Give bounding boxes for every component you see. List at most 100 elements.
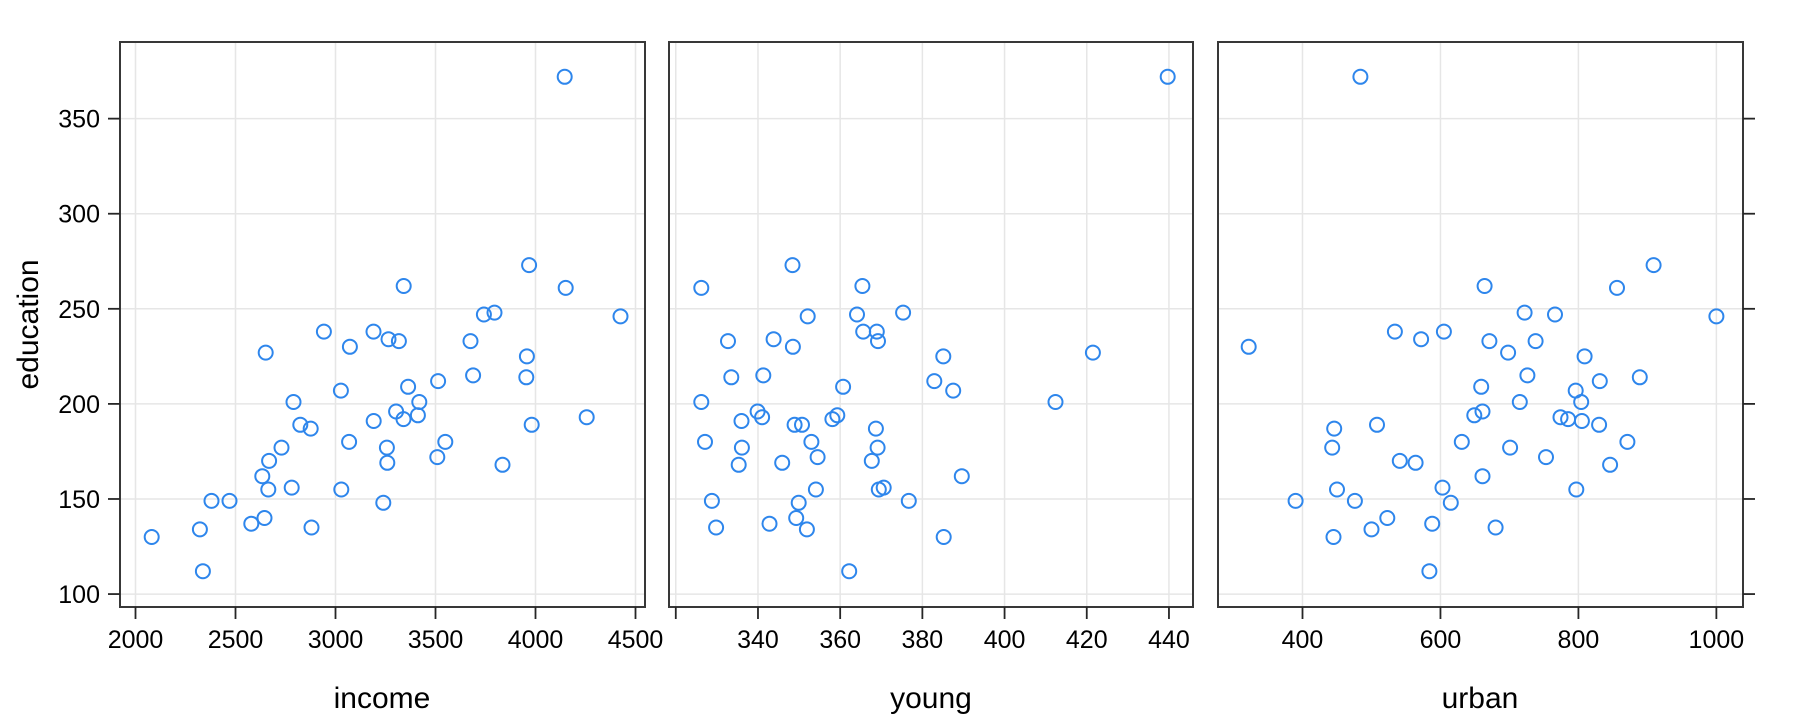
x-tick-label: 800 <box>1558 626 1600 654</box>
data-point <box>261 452 278 469</box>
data-point <box>697 433 713 450</box>
data-point <box>395 278 412 294</box>
data-point <box>798 521 815 538</box>
data-point <box>784 257 801 274</box>
data-point <box>341 433 358 450</box>
data-point <box>1386 323 1403 340</box>
panel-border <box>668 41 1194 608</box>
data-point <box>784 338 801 355</box>
x-tick-label: 4500 <box>608 626 664 654</box>
data-point <box>693 394 710 410</box>
data-point <box>835 378 852 395</box>
data-point <box>1047 394 1064 410</box>
y-axis-label-education: education <box>12 259 45 389</box>
data-point <box>332 382 349 399</box>
data-point <box>723 369 740 386</box>
data-point <box>730 456 747 473</box>
data-point <box>841 563 858 580</box>
data-point <box>1435 323 1452 340</box>
data-point <box>1568 481 1585 498</box>
data-point <box>1424 515 1441 532</box>
data-point <box>1287 492 1304 509</box>
x-tick-label: 360 <box>819 626 861 654</box>
data-point <box>518 369 535 386</box>
panel-border <box>119 41 646 608</box>
data-point <box>935 529 952 545</box>
data-point <box>1474 468 1491 485</box>
data-point <box>1326 420 1343 437</box>
data-point <box>1352 68 1369 85</box>
y-tick-label: 200 <box>58 391 100 419</box>
data-point <box>935 348 952 365</box>
data-point <box>1487 519 1504 536</box>
data-point <box>1476 278 1493 294</box>
data-point <box>1519 367 1536 384</box>
data-point <box>378 439 395 456</box>
data-point <box>855 323 872 340</box>
data-point <box>1421 563 1438 580</box>
data-point <box>693 279 710 296</box>
data-point <box>799 308 816 325</box>
data-point <box>429 449 446 466</box>
panels-layer: 2000 2500 3000 3500 4000 4500 100 150 200 250 300 3… <box>58 41 1755 654</box>
data-point <box>462 333 479 350</box>
data-point <box>285 394 302 410</box>
data-point <box>409 407 426 424</box>
data-point <box>1708 308 1725 325</box>
data-point <box>1324 439 1341 456</box>
data-point <box>1500 344 1517 361</box>
data-point <box>333 481 350 498</box>
data-point <box>870 481 887 498</box>
data-point <box>1631 369 1648 386</box>
data-point <box>612 308 629 325</box>
data-point <box>557 279 574 296</box>
data-point <box>1609 279 1625 296</box>
data-point <box>867 420 884 437</box>
data-point <box>556 68 573 85</box>
data-point <box>1502 439 1519 456</box>
data-point <box>1481 333 1498 350</box>
data-point <box>1363 521 1380 538</box>
x-tick-label: 2000 <box>108 626 164 654</box>
data-point <box>1466 407 1483 424</box>
data-point <box>774 454 791 471</box>
data-point <box>703 492 720 509</box>
data-point <box>411 394 428 410</box>
x-tick-label: 380 <box>902 626 944 654</box>
data-point <box>1391 452 1408 469</box>
data-point <box>194 563 211 580</box>
data-point <box>243 515 260 532</box>
data-point <box>1240 338 1257 355</box>
data-point <box>854 278 871 294</box>
data-point <box>1591 416 1608 433</box>
data-point <box>1511 394 1528 410</box>
data-point <box>375 494 392 511</box>
data-point <box>341 338 358 355</box>
data-point <box>315 323 332 340</box>
data-point <box>521 257 538 274</box>
data-point <box>720 333 736 350</box>
data-point <box>1573 394 1590 410</box>
x-axis-label-young: young <box>890 682 972 715</box>
data-point <box>1576 348 1593 365</box>
data-point <box>1474 403 1491 420</box>
x-tick-label: 400 <box>1282 626 1324 654</box>
data-point <box>765 331 782 348</box>
data-point <box>900 492 917 509</box>
data-point <box>1346 492 1363 509</box>
panel-urban: 400 600 800 1000 <box>1217 41 1755 654</box>
data-point <box>518 348 535 365</box>
data-point <box>260 481 277 498</box>
data-point <box>475 306 492 323</box>
data-point <box>869 439 886 456</box>
data-point <box>926 373 943 390</box>
data-point <box>863 452 880 469</box>
data-point <box>895 304 912 321</box>
data-point <box>365 413 382 429</box>
x-axis-label-income: income <box>334 682 431 715</box>
data-point <box>257 344 274 361</box>
data-point <box>1329 481 1345 498</box>
data-point <box>365 323 382 340</box>
data-point <box>1325 529 1342 545</box>
data-point <box>1473 378 1490 395</box>
